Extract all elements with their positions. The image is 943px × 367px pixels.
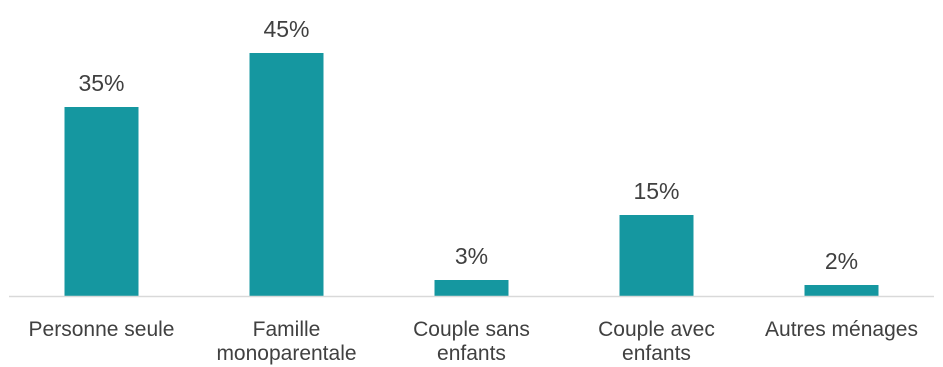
data-label-autres-menages: 2% (825, 248, 858, 274)
bar-personne-seule (64, 107, 139, 296)
bar-couple-avec-enfants (619, 215, 694, 296)
data-label-couple-avec-enfants: 15% (633, 178, 679, 204)
bar-autres-menages (804, 285, 879, 296)
category-label-line: Couple sans (413, 318, 530, 341)
category-label-autres-menages: Autres ménages (765, 318, 918, 341)
category-label-line: enfants (437, 342, 506, 365)
category-label-personne-seule: Personne seule (29, 318, 175, 341)
bar-couple-sans-enfants (434, 279, 509, 296)
category-label-famille-monoparentale: Famille monoparentale (216, 318, 356, 365)
category-label-couple-sans-enfants: Couple sans enfants (413, 318, 530, 365)
category-label-line: Famille (253, 318, 321, 341)
category-label-line: enfants (622, 342, 691, 365)
data-label-famille-monoparentale: 45% (263, 16, 309, 42)
bars-group (64, 53, 879, 296)
category-label-couple-avec-enfants: Couple avec enfants (598, 318, 715, 365)
value-labels-group: 35% 45% 3% 15% 2% (78, 16, 858, 274)
category-label-line: monoparentale (216, 342, 356, 365)
category-label-line: Personne seule (29, 318, 175, 341)
category-label-line: Couple avec (598, 318, 715, 341)
category-labels-group: Personne seule Famille monoparentale Couple… (29, 318, 918, 365)
data-label-couple-sans-enfants: 3% (455, 243, 488, 269)
bar-famille-monoparentale (249, 53, 324, 296)
category-label-line: Autres ménages (765, 318, 918, 341)
data-label-personne-seule: 35% (78, 70, 124, 96)
